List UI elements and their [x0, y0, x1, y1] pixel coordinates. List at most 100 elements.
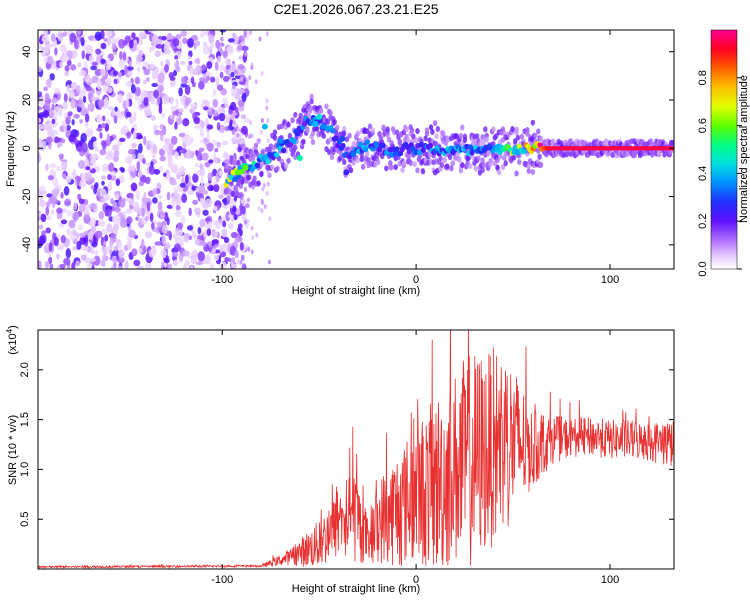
spectral-cell [438, 155, 443, 162]
spectral-cell [111, 265, 116, 269]
spectral-cell [51, 97, 58, 104]
spectral-cell [47, 43, 55, 48]
spectral-cell [216, 141, 221, 148]
spectral-cell [90, 65, 97, 71]
spectral-cell [286, 121, 291, 128]
spectral-cell [50, 209, 55, 215]
spectral-cell [211, 108, 215, 115]
colorbar-gradient [710, 29, 738, 270]
spectral-cell [223, 153, 232, 158]
spectral-cell [110, 198, 114, 204]
spectral-cell [160, 248, 167, 259]
spectral-cell [131, 248, 138, 257]
spectral-cell [648, 138, 654, 145]
spectral-cell [225, 211, 231, 222]
spectral-cell [189, 190, 194, 196]
spectral-cell [258, 36, 262, 42]
spectral-ridge-cell [254, 162, 261, 169]
spectral-cell [191, 230, 196, 239]
spectral-cell [152, 197, 158, 204]
spectral-cell [449, 165, 454, 172]
spectral-cell [38, 106, 43, 111]
spectral-cell [150, 115, 156, 121]
spectral-cell [227, 165, 233, 172]
spectral-cell [241, 92, 247, 103]
spectral-cell [210, 76, 216, 83]
spectral-cell [457, 156, 462, 163]
spectral-cell [236, 132, 240, 138]
spectral-cell [265, 31, 269, 37]
spectral-cell [163, 258, 170, 264]
spectral-cell [94, 249, 100, 256]
spectral-cell [102, 240, 107, 247]
spectral-cell [124, 260, 129, 269]
y-tick-label: 2.0 [19, 362, 31, 377]
spectral-cell [138, 181, 145, 187]
spectral-ridge-cell [497, 149, 503, 155]
spectral-cell [217, 55, 222, 63]
spectral-cell [143, 96, 149, 107]
spectral-cell [91, 241, 98, 248]
spectral-cell [45, 43, 50, 54]
spectral-cell [250, 225, 254, 231]
spectral-cell [211, 248, 217, 253]
spectral-cell [162, 144, 170, 151]
spectral-cell [180, 148, 187, 154]
spectral-cell [243, 186, 247, 192]
spectral-cell [120, 167, 126, 173]
spectral-cell [412, 161, 417, 168]
spectral-cell [60, 191, 64, 199]
spectral-cell [247, 197, 251, 203]
spectral-cell [148, 249, 156, 258]
spectral-cell [109, 37, 117, 44]
spectral-cell [476, 155, 481, 162]
spectral-cell [113, 115, 118, 124]
spectral-cell [131, 142, 137, 149]
spectral-cell [43, 86, 48, 92]
spectral-cell [41, 230, 47, 235]
spectral-cell [232, 84, 236, 90]
spectral-cell [160, 131, 164, 142]
spectral-cell [256, 180, 261, 187]
spectral-cell [241, 125, 248, 135]
spectral-cell [148, 30, 156, 33]
spectral-cell [147, 190, 155, 197]
spectral-cell [38, 152, 41, 163]
spectral-cell [141, 207, 145, 217]
spectral-cell [100, 228, 108, 235]
spectral-cell [212, 205, 218, 211]
spectral-cell [236, 44, 243, 52]
spectral-cell [62, 100, 68, 111]
spectral-cell [188, 60, 193, 65]
spectral-cell [397, 138, 403, 145]
spectral-cell [224, 256, 230, 262]
colorbar-tick-label: 0.4 [697, 166, 709, 181]
spectral-cell [182, 37, 188, 45]
spectral-cell [143, 191, 147, 203]
spectral-cell [152, 143, 157, 154]
spectral-cell [59, 153, 63, 162]
spectral-cell [80, 37, 85, 47]
spectral-cell [126, 80, 133, 88]
spectral-cell [102, 84, 107, 92]
spectral-cell [172, 110, 179, 116]
spectral-cell [192, 199, 199, 205]
spectral-cell [460, 124, 465, 131]
spectral-cell [214, 147, 219, 153]
spectral-cell [232, 119, 236, 125]
spectral-cell [140, 238, 145, 249]
spectral-cell [255, 232, 259, 238]
spectral-cell [187, 55, 192, 61]
spectral-cell [117, 241, 123, 250]
spectral-cell [51, 118, 56, 125]
spectral-ridge-cell [316, 113, 323, 120]
spectral-cell [275, 165, 280, 172]
spectral-cell [67, 111, 73, 117]
figure-title: C2E1.2026.067.23.21.E25 [273, 1, 438, 17]
spectral-cell [38, 118, 42, 124]
spectral-cell [148, 165, 153, 172]
spectral-cell [61, 173, 67, 179]
spectral-cell [232, 32, 236, 38]
spectral-cell [170, 135, 178, 145]
spectral-cell [78, 97, 83, 108]
